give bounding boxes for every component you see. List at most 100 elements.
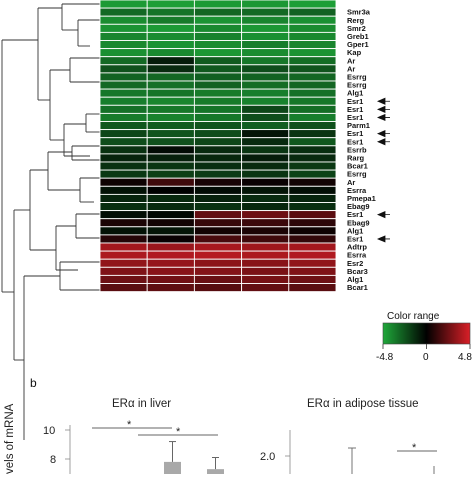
heatmap-cell bbox=[99, 210, 148, 220]
heatmap-cell bbox=[288, 274, 337, 284]
heatmap-cell bbox=[146, 185, 195, 195]
heatmap-cell bbox=[288, 193, 337, 203]
heatmap-cell bbox=[146, 31, 195, 41]
adipose-chart-title: ERα in adipose tissue bbox=[307, 398, 419, 410]
panel-b-letter: b bbox=[30, 376, 37, 390]
heatmap-cell bbox=[241, 112, 290, 122]
heatmap-cell bbox=[288, 177, 337, 187]
gene-label: Alg1 bbox=[347, 89, 363, 98]
heatmap-cell bbox=[241, 169, 290, 179]
heatmap-cell bbox=[99, 23, 148, 33]
heatmap-cell bbox=[288, 64, 337, 74]
heatmap-cell bbox=[193, 274, 243, 284]
heatmap-cell bbox=[193, 31, 243, 41]
gene-label: Esr1 bbox=[347, 105, 363, 114]
heatmap-cell bbox=[241, 210, 290, 220]
arrow-marker bbox=[376, 113, 390, 122]
heatmap-cell bbox=[241, 145, 290, 155]
heatmap-cell bbox=[146, 177, 195, 187]
heatmap-cell bbox=[193, 56, 243, 66]
heatmap-cell bbox=[146, 15, 195, 25]
heatmap-cell bbox=[288, 242, 337, 252]
arrow-marker bbox=[376, 211, 390, 219]
gene-label: Esrra bbox=[347, 186, 367, 195]
heatmap-cell bbox=[241, 258, 290, 268]
heatmap-cell bbox=[146, 112, 195, 122]
gene-label: Esr1 bbox=[347, 97, 363, 106]
heatmap-cell bbox=[288, 169, 337, 179]
heatmap-cell bbox=[193, 202, 243, 212]
heatmap-cell bbox=[288, 104, 337, 114]
heatmap-cell bbox=[241, 64, 290, 74]
heatmap-cell bbox=[99, 0, 148, 9]
liver-bar bbox=[207, 469, 224, 474]
heatmap-cell bbox=[241, 104, 290, 114]
liver-ytick-8: 8 bbox=[50, 454, 56, 466]
heatmap-cell bbox=[146, 226, 195, 236]
heatmap-cell bbox=[241, 40, 290, 50]
heatmap-cell bbox=[99, 145, 148, 155]
heatmap-cell bbox=[146, 234, 195, 244]
arrow-markers bbox=[376, 97, 390, 243]
panel-b: b vels of mRNA ERα in liver ERα in adipo… bbox=[4, 376, 437, 474]
gene-label: Smr2 bbox=[347, 24, 366, 33]
heatmap-cell bbox=[193, 258, 243, 268]
heatmap-cell bbox=[193, 72, 243, 82]
heatmap-cell bbox=[99, 218, 148, 228]
heatmap-cell bbox=[241, 226, 290, 236]
heatmap-cell bbox=[241, 177, 290, 187]
heatmap-cell bbox=[99, 283, 148, 293]
heatmap-cell bbox=[241, 202, 290, 212]
heatmap-cell bbox=[288, 23, 337, 33]
heatmap-cell bbox=[193, 64, 243, 74]
heatmap-cell bbox=[193, 48, 243, 58]
heatmap-cell bbox=[99, 72, 148, 82]
gene-label: Alg1 bbox=[347, 226, 363, 235]
heatmap-cell bbox=[99, 104, 148, 114]
heatmap-cell bbox=[241, 121, 290, 131]
heatmap-cell bbox=[99, 258, 148, 268]
gene-label: Kap bbox=[347, 48, 362, 57]
heatmap-cell bbox=[146, 96, 195, 106]
heatmap-cell bbox=[193, 23, 243, 33]
heatmap-cell bbox=[241, 153, 290, 163]
heatmap-cell bbox=[288, 31, 337, 41]
heatmap-cell bbox=[99, 169, 148, 179]
gene-label: Bcar1 bbox=[347, 162, 368, 171]
heatmap-cell bbox=[288, 80, 337, 90]
heatmap-cell bbox=[241, 56, 290, 66]
color-range-max: 4.8 bbox=[458, 352, 472, 363]
heatmap-cell bbox=[99, 64, 148, 74]
heatmap-cell bbox=[99, 112, 148, 122]
heatmap-cell bbox=[241, 250, 290, 260]
heatmap-cell bbox=[288, 218, 337, 228]
liver-bars bbox=[164, 441, 224, 474]
gene-label: Esrrg bbox=[347, 170, 367, 179]
color-range-min: -4.8 bbox=[376, 352, 394, 363]
heatmap-cell bbox=[146, 250, 195, 260]
gene-label: Esrrg bbox=[347, 81, 367, 90]
heatmap-cell bbox=[241, 96, 290, 106]
gene-label: Bcar3 bbox=[347, 267, 368, 276]
heatmap-cell bbox=[241, 234, 290, 244]
heatmap-cell bbox=[99, 96, 148, 106]
heatmap-cell bbox=[193, 193, 243, 203]
gene-label: Pmepa1 bbox=[347, 194, 376, 203]
heatmap-cell bbox=[193, 242, 243, 252]
heatmap-cell bbox=[193, 96, 243, 106]
heatmap-cell bbox=[193, 15, 243, 25]
heatmap-cell bbox=[146, 169, 195, 179]
heatmap-cell bbox=[193, 121, 243, 131]
heatmap-cell bbox=[146, 72, 195, 82]
heatmap-cell bbox=[241, 15, 290, 25]
heatmap-cell bbox=[193, 7, 243, 17]
heatmap-cell bbox=[146, 193, 195, 203]
gene-label: Smr3a bbox=[347, 8, 371, 17]
heatmap-cell bbox=[193, 210, 243, 220]
significance-star: * bbox=[176, 426, 181, 438]
heatmap-cell bbox=[146, 266, 195, 276]
heatmap-cell bbox=[99, 266, 148, 276]
liver-bar bbox=[164, 461, 181, 474]
heatmap-cell bbox=[288, 226, 337, 236]
